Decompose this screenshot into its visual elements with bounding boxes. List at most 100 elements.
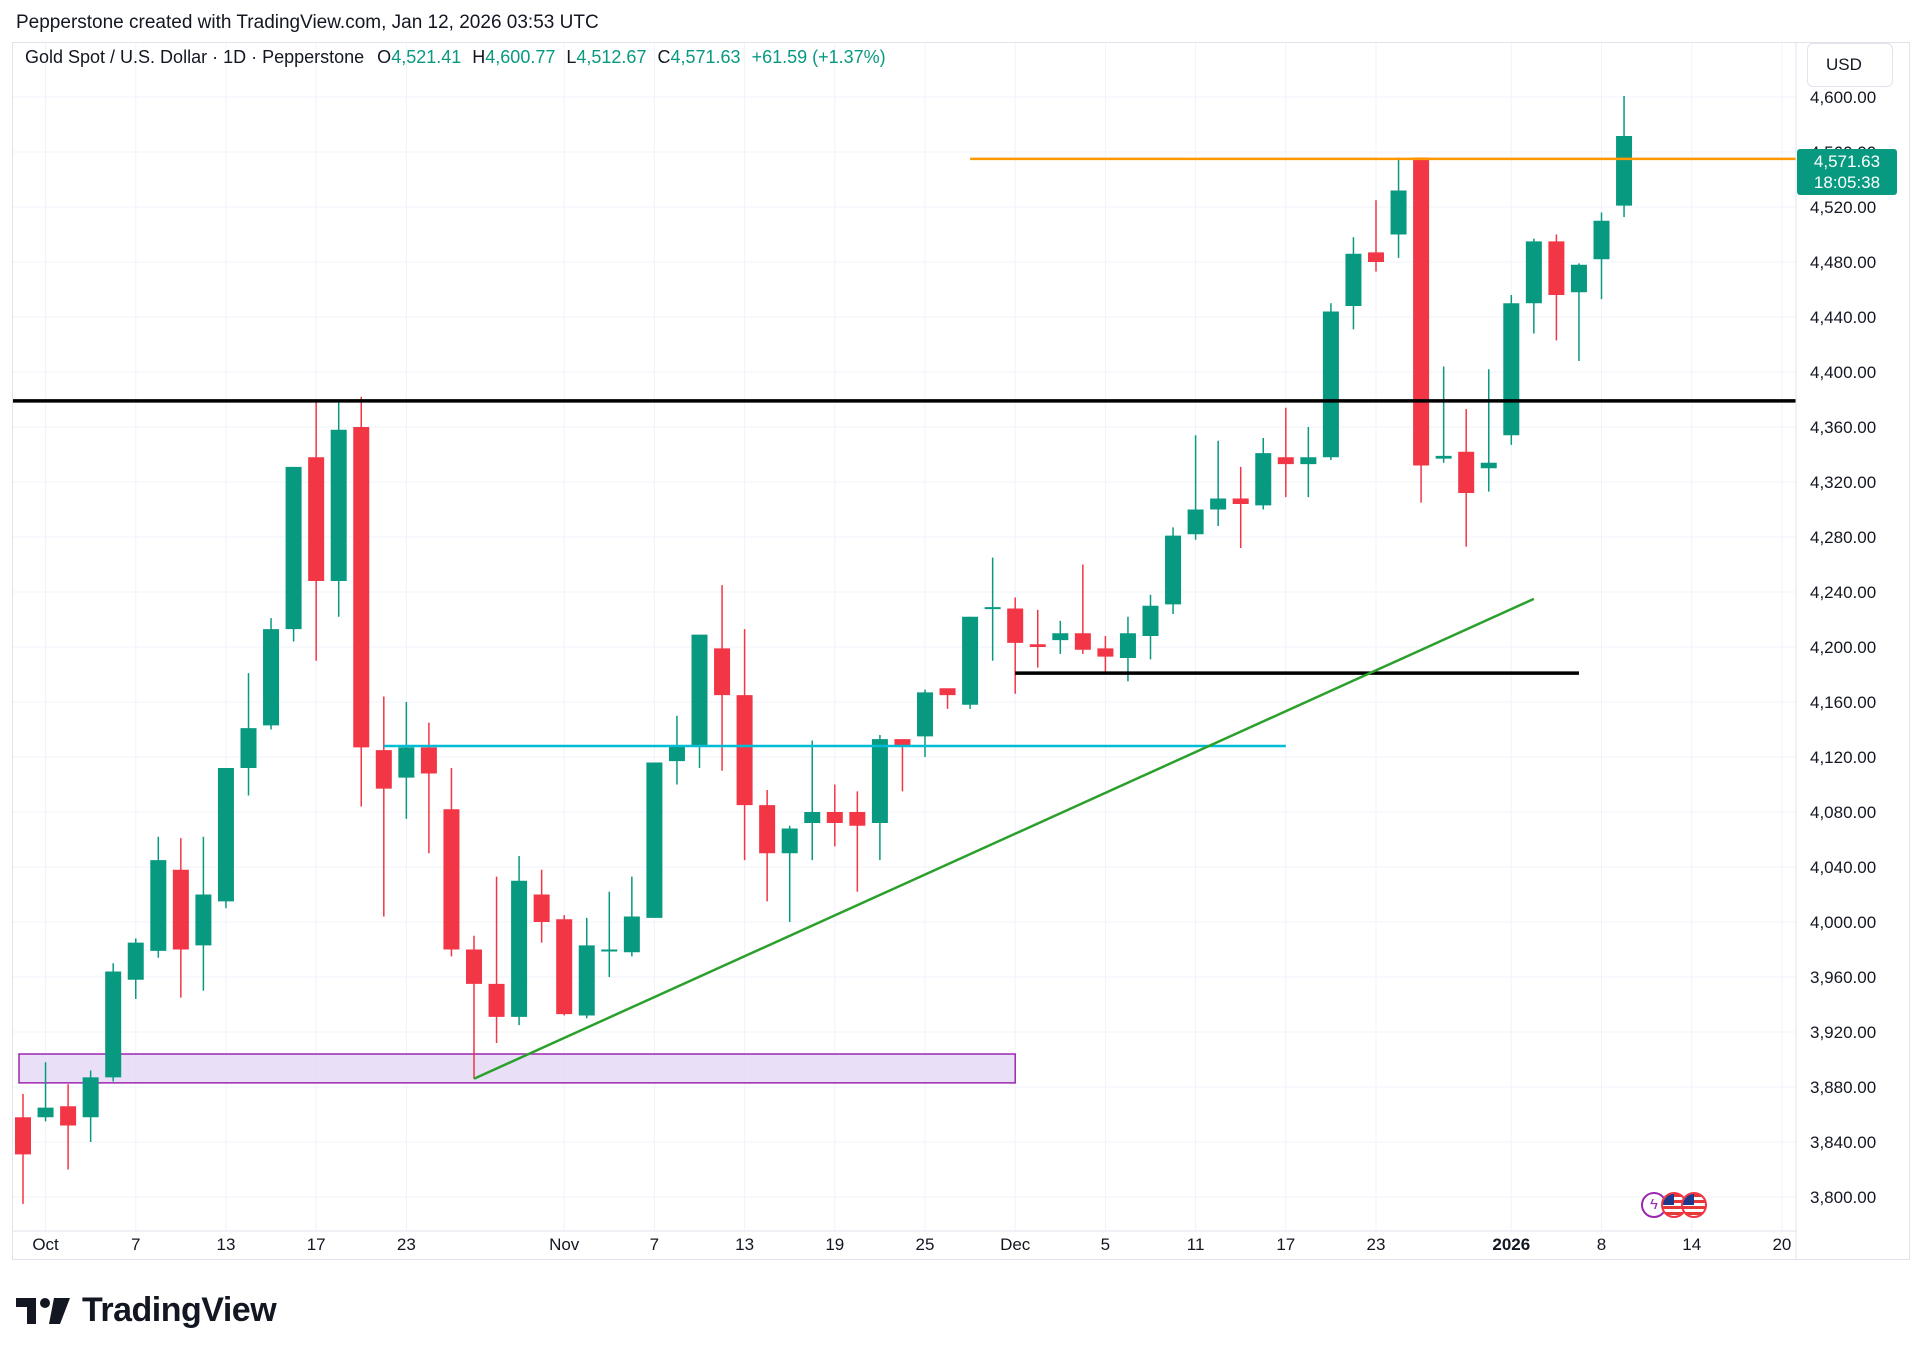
currency-button[interactable]: USD xyxy=(1807,43,1893,87)
y-tick-label: 3,920.00 xyxy=(1810,1023,1876,1042)
x-tick-label: 17 xyxy=(307,1235,326,1254)
price-chart[interactable]: 4,600.004,560.004,520.004,480.004,440.00… xyxy=(13,43,1909,1259)
candle-down xyxy=(1232,466,1249,548)
candle-up xyxy=(1187,435,1204,540)
x-tick-label: 5 xyxy=(1101,1235,1110,1254)
y-tick-label: 4,080.00 xyxy=(1810,803,1876,822)
candle-body xyxy=(646,762,663,918)
candle-body xyxy=(127,942,144,980)
candle-body xyxy=(849,812,866,826)
candle-up xyxy=(1570,263,1587,361)
y-tick-label: 4,400.00 xyxy=(1810,363,1876,382)
candle-down xyxy=(894,739,911,792)
candle-body xyxy=(736,695,753,806)
ohlc-low: L4,512.67 xyxy=(566,47,647,67)
candle-up xyxy=(668,715,685,785)
candle-up xyxy=(1255,438,1272,510)
candle-body xyxy=(1052,633,1069,641)
candle-body xyxy=(1142,605,1159,636)
candle-body xyxy=(1029,644,1046,647)
candle-up xyxy=(1345,237,1362,330)
y-tick-label: 4,040.00 xyxy=(1810,858,1876,877)
candle-body xyxy=(195,894,212,946)
y-tick-label: 3,880.00 xyxy=(1810,1078,1876,1097)
candle-body xyxy=(308,457,325,581)
candle-body xyxy=(984,607,1001,610)
candle-body xyxy=(826,812,843,823)
symbol-legend: Gold Spot / U.S. Dollar · 1D · Peppersto… xyxy=(25,47,886,68)
y-tick-label: 4,600.00 xyxy=(1810,88,1876,107)
candle-body xyxy=(82,1077,99,1118)
x-tick-label: 20 xyxy=(1772,1235,1791,1254)
candle-down xyxy=(1368,200,1384,272)
x-tick-label: Dec xyxy=(1000,1235,1031,1254)
candle-up xyxy=(1142,594,1159,660)
candle-body xyxy=(1119,633,1136,658)
candle-body xyxy=(443,809,460,950)
candle-body xyxy=(1277,457,1294,465)
candle-up xyxy=(240,673,257,796)
y-tick-label: 4,280.00 xyxy=(1810,528,1876,547)
candle-up xyxy=(285,466,302,642)
candle-down xyxy=(308,399,325,661)
ascending-trend-line xyxy=(473,597,1535,1080)
candle-up xyxy=(1480,369,1497,492)
candle-body xyxy=(781,828,798,854)
candle-body xyxy=(466,949,482,984)
candle-body xyxy=(668,746,685,762)
currency-label: USD xyxy=(1826,55,1862,74)
candle-up xyxy=(1300,427,1317,498)
x-tick-label: 17 xyxy=(1276,1235,1295,1254)
events-marker[interactable]: ϟ xyxy=(1641,1189,1711,1223)
y-tick-label: 4,520.00 xyxy=(1810,198,1876,217)
candle-up xyxy=(962,616,979,709)
candle-body xyxy=(894,739,911,746)
candle-up xyxy=(578,917,595,1019)
y-tick-label: 4,240.00 xyxy=(1810,583,1876,602)
brand-name: TradingView xyxy=(82,1291,277,1329)
last-price-tag: 4,571.63 18:05:38 xyxy=(1797,149,1897,195)
candle-up xyxy=(646,762,663,918)
candle-body xyxy=(353,427,370,748)
candle-body xyxy=(759,805,776,854)
candle-body xyxy=(1593,220,1610,260)
candle-body xyxy=(556,919,573,1015)
x-tick-label: Nov xyxy=(549,1235,580,1254)
candle-body xyxy=(1165,535,1182,605)
candle-body xyxy=(578,945,595,1016)
y-tick-label: 3,840.00 xyxy=(1810,1133,1876,1152)
candle-down xyxy=(1413,157,1430,503)
candle-body xyxy=(1570,264,1587,293)
candle-up xyxy=(1525,238,1542,334)
y-tick-label: 4,480.00 xyxy=(1810,253,1876,272)
candle-down xyxy=(15,1093,31,1204)
chart-frame[interactable]: 4,600.004,560.004,520.004,480.004,440.00… xyxy=(12,42,1910,1260)
candle-down xyxy=(939,688,956,709)
candle-body xyxy=(420,747,437,774)
brand-logo[interactable]: TradingView xyxy=(16,1291,277,1330)
candle-down xyxy=(533,869,550,943)
candle-up xyxy=(398,702,415,819)
candle-body xyxy=(60,1106,77,1126)
candle-up xyxy=(1322,303,1339,460)
candle-up xyxy=(217,768,234,909)
candle-up xyxy=(781,825,798,922)
us-flag-icon xyxy=(1681,1192,1707,1218)
candle-body xyxy=(1232,498,1249,504)
candle-body xyxy=(1074,633,1091,650)
candle-up xyxy=(1503,295,1520,445)
candle-body xyxy=(37,1107,54,1118)
candle-body xyxy=(601,949,618,952)
symbol-name[interactable]: Gold Spot / U.S. Dollar · 1D · Peppersto… xyxy=(25,47,365,67)
candle-body xyxy=(804,812,821,823)
x-tick-label: 8 xyxy=(1597,1235,1606,1254)
ohlc-open: O4,521.41 xyxy=(377,47,462,67)
candle-up xyxy=(1435,366,1452,463)
y-tick-label: 4,000.00 xyxy=(1810,913,1876,932)
candle-body xyxy=(714,648,731,696)
candle-down xyxy=(1458,409,1475,547)
ohlc-change: +61.59 (+1.37%) xyxy=(751,47,886,67)
candle-up xyxy=(1119,616,1136,682)
candle-body xyxy=(962,616,979,705)
candle-up xyxy=(1616,95,1633,218)
